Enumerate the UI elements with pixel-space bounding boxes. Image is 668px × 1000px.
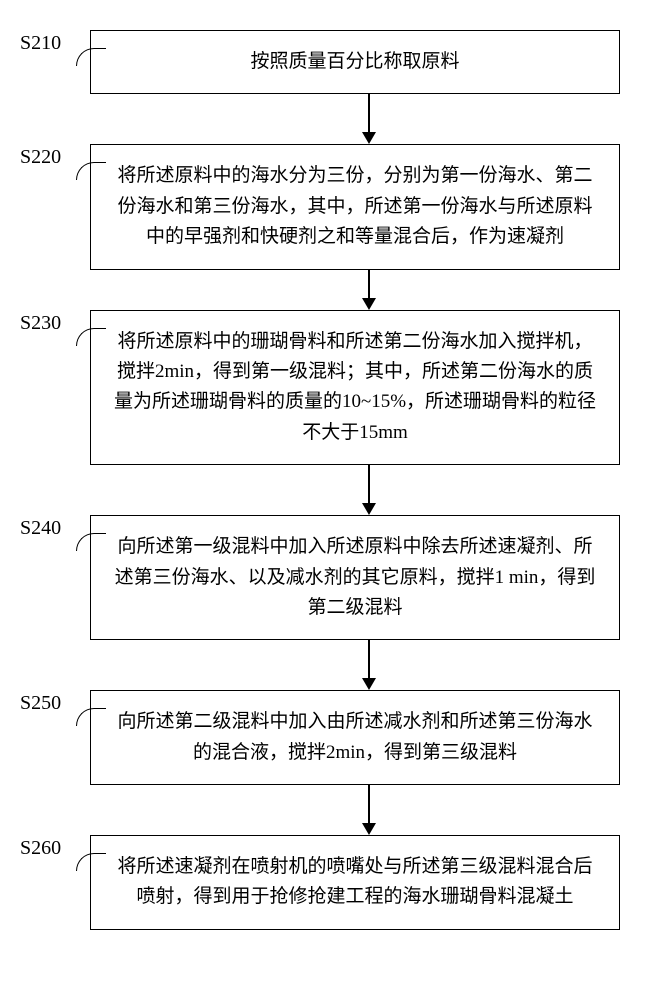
arrow-line (368, 640, 370, 678)
flowchart-container: S210 按照质量百分比称取原料 S220 将所述原料中的海水分为三份，分别为第… (20, 30, 648, 930)
step-box-s230: 将所述原料中的珊瑚骨料和所述第二份海水加入搅拌机，搅拌2min，得到第一级混料；… (90, 310, 620, 466)
arrow-line (368, 94, 370, 132)
arrow-head-icon (362, 503, 376, 515)
step-row: S260 将所述速凝剂在喷射机的喷嘴处与所述第三级混料混合后喷射，得到用于抢修抢… (20, 835, 648, 930)
step-label-s240: S240 (20, 515, 90, 540)
step-label-s250: S250 (20, 690, 90, 715)
step-label-s220: S220 (20, 144, 90, 169)
arrow-line (368, 465, 370, 503)
step-label-s210: S210 (20, 30, 90, 55)
arrow-head-icon (362, 823, 376, 835)
step-row: S210 按照质量百分比称取原料 (20, 30, 648, 94)
step-label-s260: S260 (20, 835, 90, 860)
step-box-s210: 按照质量百分比称取原料 (90, 30, 620, 94)
arrow (104, 270, 634, 310)
arrow-head-icon (362, 132, 376, 144)
arrow (104, 94, 634, 144)
step-row: S230 将所述原料中的珊瑚骨料和所述第二份海水加入搅拌机，搅拌2min，得到第… (20, 310, 648, 466)
arrow (104, 785, 634, 835)
step-row: S220 将所述原料中的海水分为三份，分别为第一份海水、第二份海水和第三份海水，… (20, 144, 648, 269)
arrow-head-icon (362, 298, 376, 310)
step-box-s220: 将所述原料中的海水分为三份，分别为第一份海水、第二份海水和第三份海水，其中，所述… (90, 144, 620, 269)
arrow-line (368, 785, 370, 823)
arrow-line (368, 270, 370, 298)
step-row: S250 向所述第二级混料中加入由所述减水剂和所述第三份海水的混合液，搅拌2mi… (20, 690, 648, 785)
arrow (104, 640, 634, 690)
step-label-s230: S230 (20, 310, 90, 335)
arrow (104, 465, 634, 515)
arrow-head-icon (362, 678, 376, 690)
step-box-s250: 向所述第二级混料中加入由所述减水剂和所述第三份海水的混合液，搅拌2min，得到第… (90, 690, 620, 785)
step-box-s240: 向所述第一级混料中加入所述原料中除去所述速凝剂、所述第三份海水、以及减水剂的其它… (90, 515, 620, 640)
step-row: S240 向所述第一级混料中加入所述原料中除去所述速凝剂、所述第三份海水、以及减… (20, 515, 648, 640)
step-box-s260: 将所述速凝剂在喷射机的喷嘴处与所述第三级混料混合后喷射，得到用于抢修抢建工程的海… (90, 835, 620, 930)
